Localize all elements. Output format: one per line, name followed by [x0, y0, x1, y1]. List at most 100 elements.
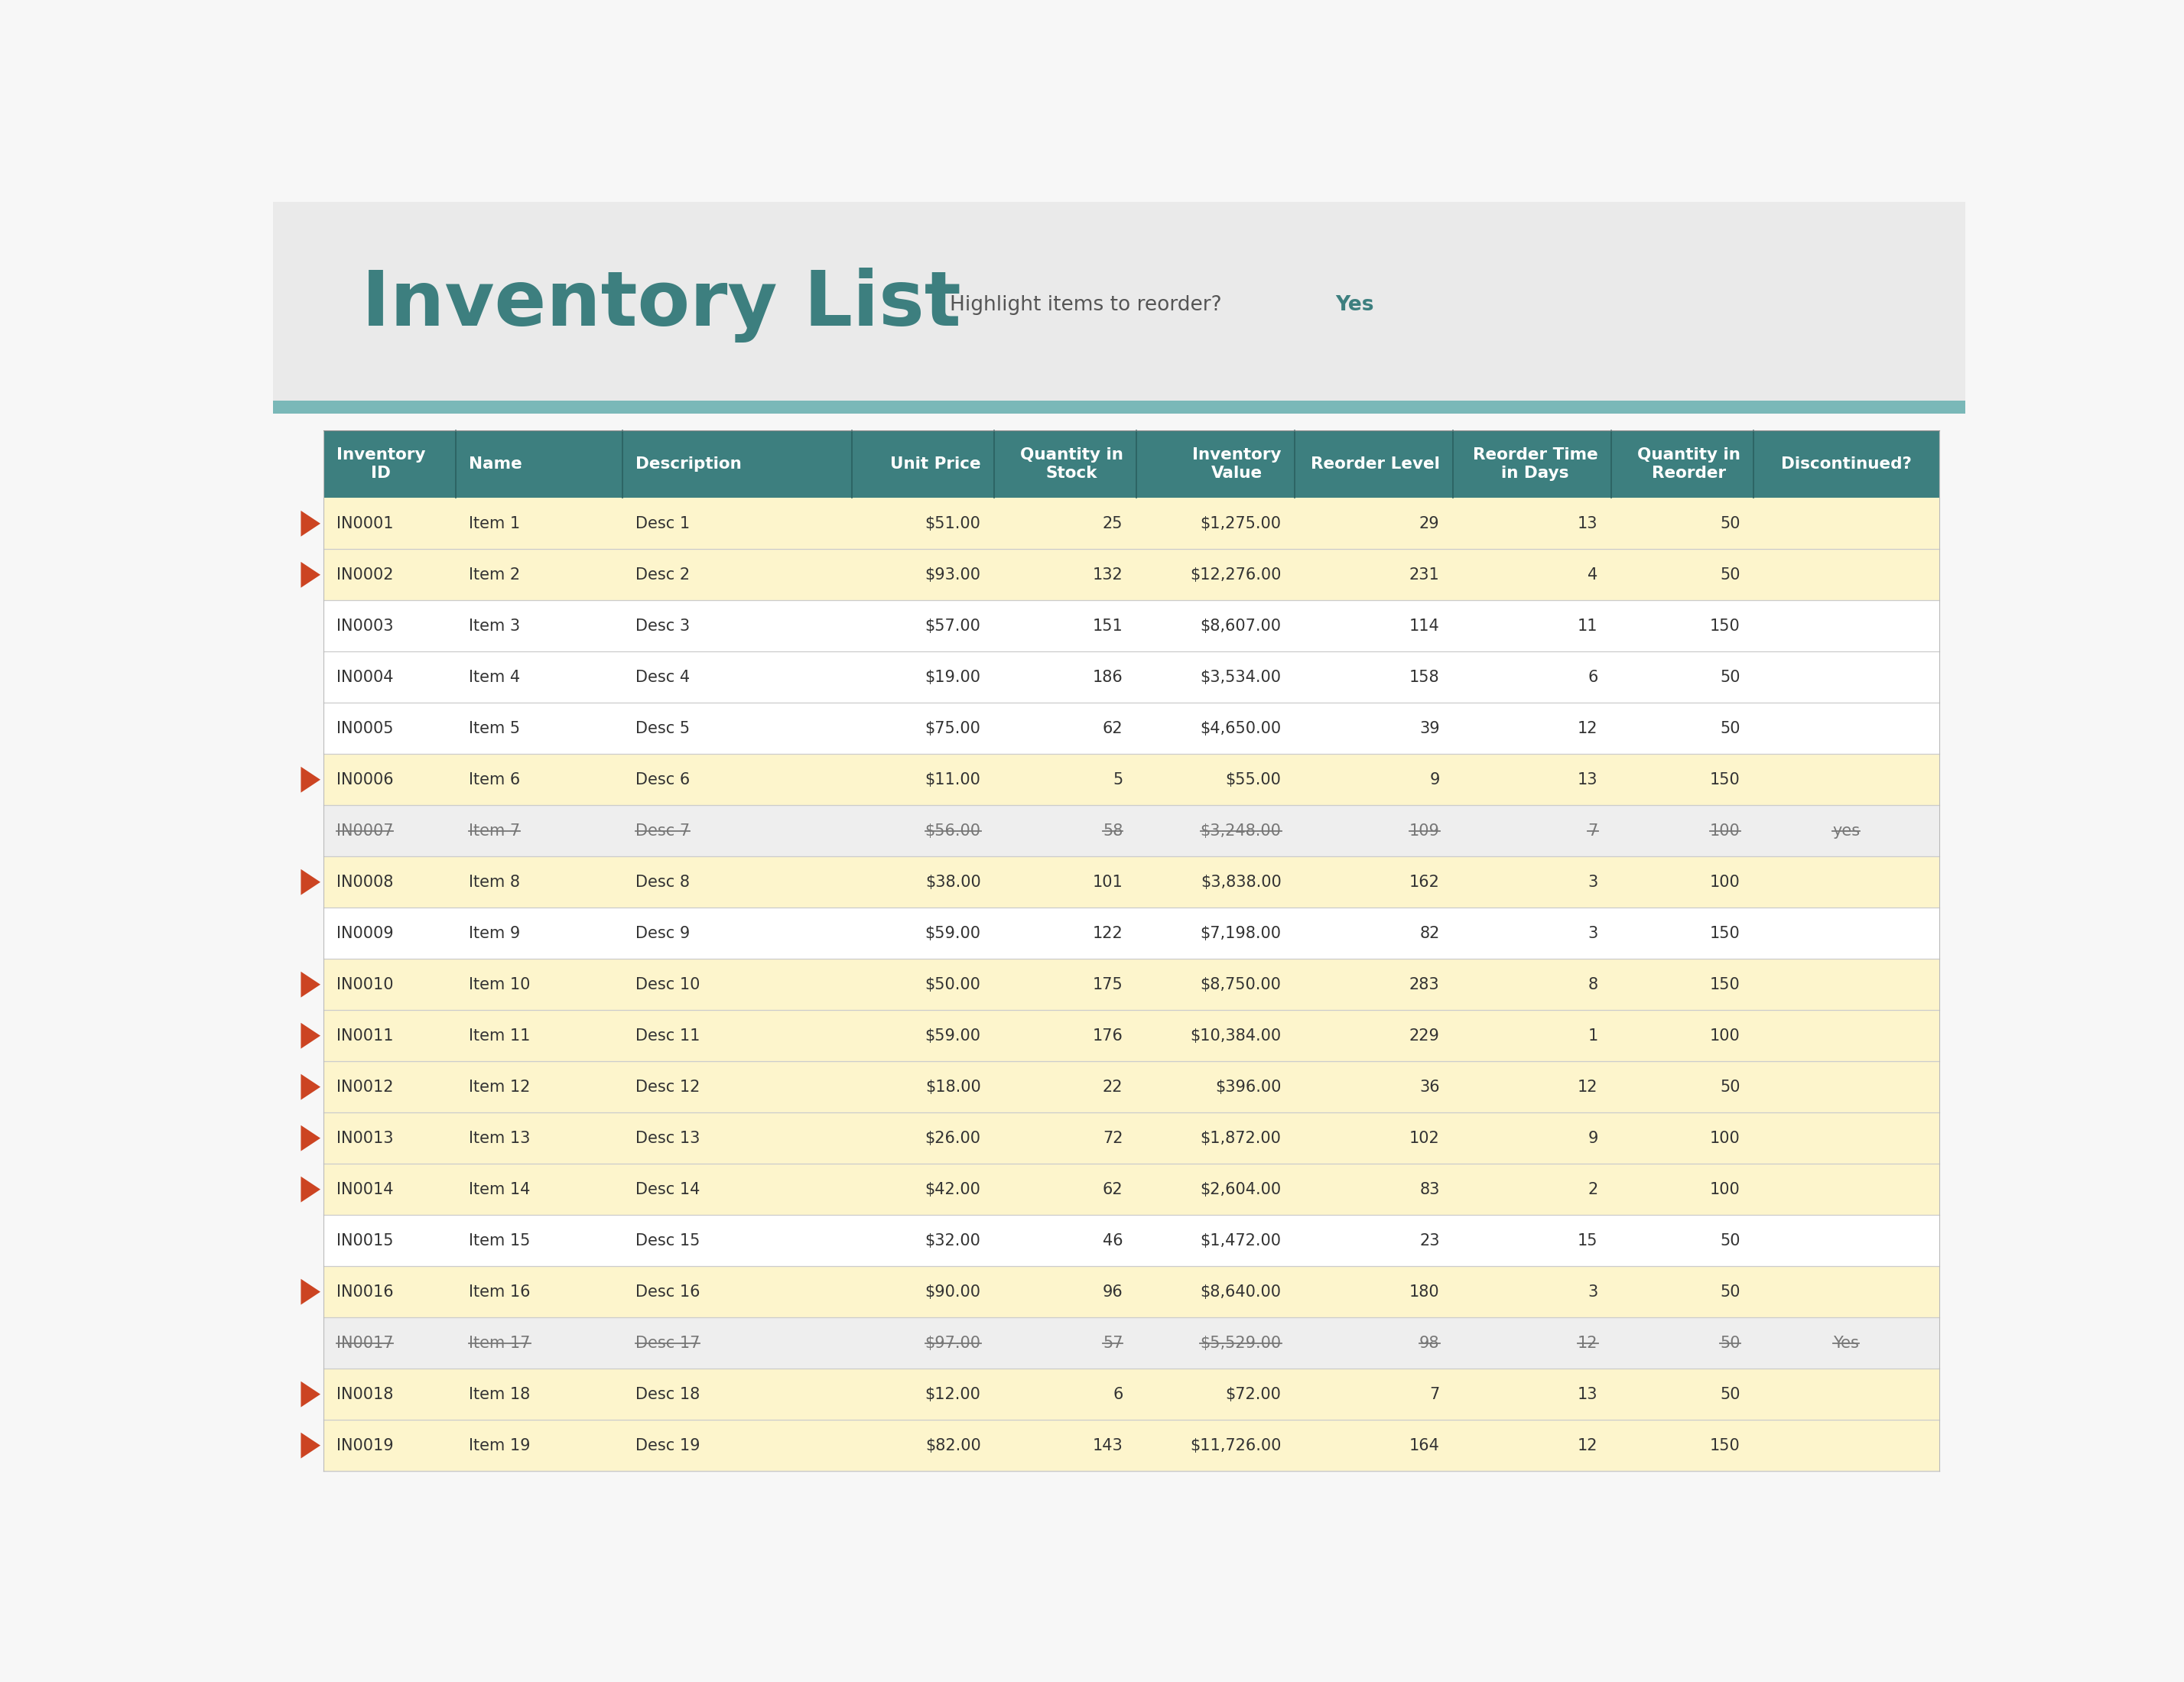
FancyBboxPatch shape — [323, 651, 1939, 703]
Text: 12: 12 — [1577, 722, 1599, 737]
Text: $10,384.00: $10,384.00 — [1190, 1028, 1282, 1043]
Text: 13: 13 — [1577, 1386, 1599, 1401]
Text: $1,872.00: $1,872.00 — [1201, 1130, 1282, 1145]
Text: $396.00: $396.00 — [1214, 1080, 1282, 1095]
Text: 176: 176 — [1092, 1028, 1123, 1043]
Text: 23: 23 — [1420, 1233, 1439, 1248]
FancyBboxPatch shape — [323, 1420, 1939, 1472]
Text: 57: 57 — [1103, 1336, 1123, 1351]
Text: 3: 3 — [1588, 1283, 1599, 1300]
Text: Desc 19: Desc 19 — [636, 1438, 699, 1453]
Text: IN0008: IN0008 — [336, 875, 393, 890]
Text: $8,607.00: $8,607.00 — [1201, 619, 1282, 634]
Text: 83: 83 — [1420, 1182, 1439, 1198]
Text: 58: 58 — [1103, 822, 1123, 839]
FancyBboxPatch shape — [323, 1214, 1939, 1267]
Text: Description: Description — [636, 456, 740, 471]
Text: $50.00: $50.00 — [926, 977, 981, 992]
Text: 98: 98 — [1420, 1336, 1439, 1351]
Text: Desc 12: Desc 12 — [636, 1080, 699, 1095]
Text: 102: 102 — [1409, 1130, 1439, 1145]
Text: 6: 6 — [1112, 1386, 1123, 1401]
Text: IN0002: IN0002 — [336, 567, 393, 582]
Text: Desc 17: Desc 17 — [636, 1336, 699, 1351]
Text: Desc 7: Desc 7 — [636, 822, 690, 839]
Text: $51.00: $51.00 — [926, 516, 981, 532]
Text: 114: 114 — [1409, 619, 1439, 634]
Text: Item 5: Item 5 — [470, 722, 520, 737]
Text: $72.00: $72.00 — [1225, 1386, 1282, 1401]
FancyBboxPatch shape — [273, 400, 1966, 414]
Text: Item 13: Item 13 — [470, 1130, 531, 1145]
Text: 13: 13 — [1577, 772, 1599, 787]
Text: 22: 22 — [1103, 1080, 1123, 1095]
Text: 50: 50 — [1719, 516, 1741, 532]
Polygon shape — [301, 1381, 321, 1408]
FancyBboxPatch shape — [323, 550, 1939, 600]
Text: 50: 50 — [1719, 669, 1741, 685]
Text: Item 3: Item 3 — [470, 619, 520, 634]
Text: $18.00: $18.00 — [926, 1080, 981, 1095]
Text: $12.00: $12.00 — [926, 1386, 981, 1401]
Text: Unit Price: Unit Price — [891, 456, 981, 471]
Text: IN0003: IN0003 — [336, 619, 393, 634]
Text: Desc 16: Desc 16 — [636, 1283, 699, 1300]
FancyBboxPatch shape — [323, 908, 1939, 959]
Text: 180: 180 — [1409, 1283, 1439, 1300]
Text: 150: 150 — [1710, 772, 1741, 787]
Text: Inventory List: Inventory List — [363, 267, 961, 343]
Text: $12,276.00: $12,276.00 — [1190, 567, 1282, 582]
Text: 12: 12 — [1577, 1438, 1599, 1453]
Text: $19.00: $19.00 — [926, 669, 981, 685]
Text: IN0005: IN0005 — [336, 722, 393, 737]
Text: $8,750.00: $8,750.00 — [1201, 977, 1282, 992]
Polygon shape — [301, 1075, 321, 1100]
Text: Desc 18: Desc 18 — [636, 1386, 699, 1401]
Text: Item 9: Item 9 — [470, 925, 520, 940]
Text: 9: 9 — [1588, 1130, 1599, 1145]
Text: Desc 2: Desc 2 — [636, 567, 690, 582]
Text: 50: 50 — [1719, 722, 1741, 737]
Text: 25: 25 — [1103, 516, 1123, 532]
Text: $11.00: $11.00 — [926, 772, 981, 787]
Text: 5: 5 — [1114, 772, 1123, 787]
FancyBboxPatch shape — [323, 1369, 1939, 1420]
Text: $38.00: $38.00 — [926, 875, 981, 890]
Text: $11,726.00: $11,726.00 — [1190, 1438, 1282, 1453]
Text: 1: 1 — [1588, 1028, 1599, 1043]
Text: IN0019: IN0019 — [336, 1438, 393, 1453]
Text: Item 6: Item 6 — [470, 772, 520, 787]
FancyBboxPatch shape — [323, 754, 1939, 806]
Polygon shape — [301, 1125, 321, 1150]
Text: $2,604.00: $2,604.00 — [1201, 1182, 1282, 1198]
Text: Desc 6: Desc 6 — [636, 772, 690, 787]
Text: 100: 100 — [1710, 1028, 1741, 1043]
Text: 122: 122 — [1092, 925, 1123, 940]
Text: 101: 101 — [1092, 875, 1123, 890]
Text: $5,529.00: $5,529.00 — [1201, 1336, 1282, 1351]
Polygon shape — [301, 511, 321, 537]
Text: 3: 3 — [1588, 875, 1599, 890]
Text: Item 10: Item 10 — [470, 977, 531, 992]
Text: 82: 82 — [1420, 925, 1439, 940]
Text: $3,248.00: $3,248.00 — [1201, 822, 1282, 839]
Text: 186: 186 — [1092, 669, 1123, 685]
Text: $57.00: $57.00 — [926, 619, 981, 634]
Text: Reorder Time
in Days: Reorder Time in Days — [1472, 447, 1599, 481]
Text: Desc 3: Desc 3 — [636, 619, 690, 634]
FancyBboxPatch shape — [323, 1164, 1939, 1214]
Text: $55.00: $55.00 — [1225, 772, 1282, 787]
Text: IN0018: IN0018 — [336, 1386, 393, 1401]
Text: IN0004: IN0004 — [336, 669, 393, 685]
Text: $82.00: $82.00 — [926, 1438, 981, 1453]
Polygon shape — [301, 767, 321, 792]
Polygon shape — [301, 1176, 321, 1203]
Text: yes: yes — [1832, 822, 1861, 839]
Polygon shape — [301, 1278, 321, 1305]
Text: $7,198.00: $7,198.00 — [1201, 925, 1282, 940]
Text: Item 18: Item 18 — [470, 1386, 531, 1401]
Text: 13: 13 — [1577, 516, 1599, 532]
Text: 6: 6 — [1588, 669, 1599, 685]
Text: $90.00: $90.00 — [926, 1283, 981, 1300]
Text: 2: 2 — [1588, 1182, 1599, 1198]
